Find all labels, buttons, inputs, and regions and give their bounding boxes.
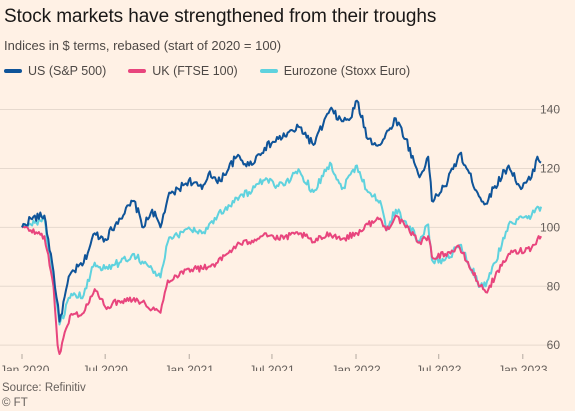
x-tick-label: Jul 2022 [416, 363, 462, 371]
series-lines [21, 99, 543, 355]
chart-title: Stock markets have strengthened from the… [4, 6, 437, 27]
x-tick-label: Jul 2020 [82, 363, 128, 371]
series-line-uk [21, 214, 542, 355]
series-line-eurozone [21, 161, 543, 326]
x-tick-label: Jul 2021 [249, 363, 295, 371]
legend-swatch-us [4, 69, 22, 73]
chart-legend: US (S&P 500) UK (FTSE 100) Eurozone (Sto… [4, 64, 410, 78]
y-tick-label: 100 [540, 220, 560, 234]
chart-area: 60 80 100 120 140 Jan 2020 Jul 2020 Jan 2021 Ju… [0, 86, 575, 377]
source-note: Source: Refinitiv [2, 382, 86, 394]
x-tick-label: Jan 2023 [498, 363, 548, 371]
legend-item-uk: UK (FTSE 100) [128, 64, 238, 78]
series-line-us [21, 99, 542, 323]
legend-swatch-uk [128, 69, 147, 73]
x-tick-label: Jan 2021 [165, 363, 215, 371]
y-tick-label: 60 [547, 338, 561, 352]
legend-item-us: US (S&P 500) [4, 64, 106, 78]
x-axis-ticks: Jan 2020 Jul 2020 Jan 2021 Jul 2021 Jan 2022… [0, 354, 548, 377]
legend-label-eurozone: Eurozone (Stoxx Euro) [283, 64, 411, 78]
y-axis-ticks: 60 80 100 120 140 [540, 103, 560, 353]
legend-swatch-eurozone [259, 69, 278, 73]
ft-credit: © FT [2, 397, 28, 409]
legend-label-us: US (S&P 500) [28, 64, 107, 78]
x-tick-label: Jan 2022 [331, 363, 381, 371]
x-tick-label: Jan 2020 [0, 363, 50, 371]
legend-item-eurozone: Eurozone (Stoxx Euro) [259, 64, 411, 78]
grid-lines [0, 109, 560, 346]
legend-label-uk: UK (FTSE 100) [152, 64, 238, 78]
y-tick-label: 120 [540, 161, 560, 175]
chart-subtitle: Indices in $ terms, rebased (start of 20… [4, 38, 282, 53]
y-tick-label: 80 [547, 279, 561, 293]
y-tick-label: 140 [540, 103, 560, 117]
line-chart: 60 80 100 120 140 Jan 2020 Jul 2020 Jan 2021 Ju… [0, 99, 560, 377]
